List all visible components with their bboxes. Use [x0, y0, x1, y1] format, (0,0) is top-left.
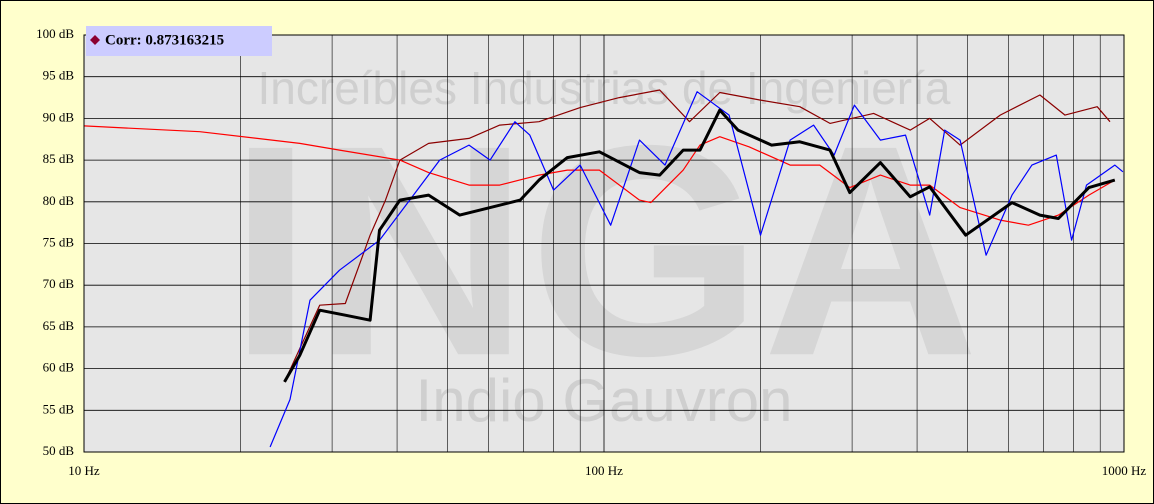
series-line — [283, 89, 1111, 383]
y-tick-label: 70 dB — [43, 276, 75, 291]
x-tick-label: 1000 Hz — [1102, 463, 1147, 478]
y-tick-label: 60 dB — [43, 360, 75, 375]
annotation-marker — [90, 35, 100, 45]
y-tick-label: 50 dB — [43, 443, 75, 458]
y-tick-label: 85 dB — [43, 151, 75, 166]
lines — [83, 89, 1124, 448]
y-tick-label: 65 dB — [43, 318, 75, 333]
annotation: Corr: 0.873163215 — [105, 32, 224, 48]
y-tick-label: 55 dB — [43, 401, 75, 416]
y-tick-label: 75 dB — [43, 234, 75, 249]
y-tick-label: 90 dB — [43, 109, 75, 124]
annotation-box — [86, 26, 272, 56]
series-line — [83, 125, 1116, 226]
plot-border — [83, 34, 1125, 453]
y-tick-label: 80 dB — [43, 193, 75, 208]
y-tick-label: 100 dB — [36, 26, 74, 41]
series-line — [283, 108, 1116, 383]
x-tick-label: 100 Hz — [585, 463, 623, 478]
x-tick-label: 10 Hz — [68, 463, 100, 478]
series-line — [269, 91, 1124, 448]
y-tick-label: 95 dB — [43, 68, 75, 83]
